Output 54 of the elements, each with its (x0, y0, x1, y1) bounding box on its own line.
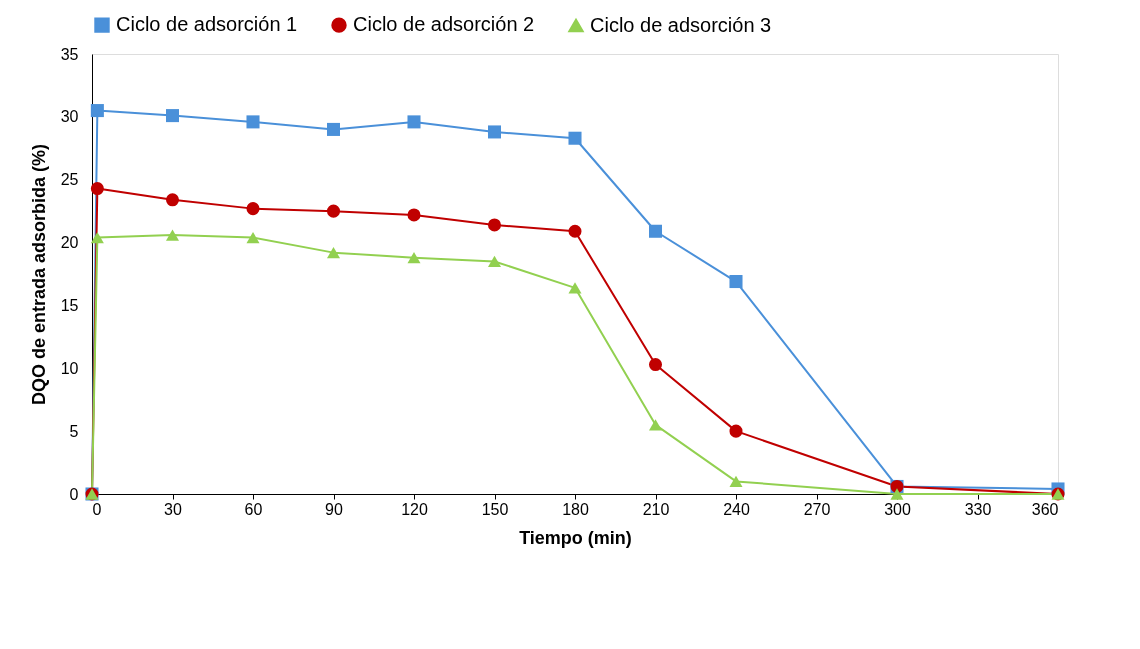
point (648, 358, 663, 372)
y-tick-label: 30 (60, 108, 79, 126)
x-tick-label: 0 (92, 500, 102, 518)
point (890, 488, 904, 500)
point (729, 275, 743, 289)
point (246, 115, 260, 129)
y-tick-label: 15 (60, 296, 79, 314)
y-tick-label: 25 (60, 171, 79, 189)
x-tick-label: 270 (803, 500, 831, 518)
point (729, 424, 743, 438)
y-tick-label: 35 (60, 45, 79, 63)
point (407, 115, 421, 129)
point (90, 182, 104, 196)
point (326, 246, 341, 259)
y-tick-label: 20 (60, 234, 79, 252)
x-tick-label: 360 (1031, 500, 1059, 518)
x-tick-label: 30 (164, 500, 182, 518)
y-axis-title: DQO de entrada adsorbida (%) (28, 143, 49, 406)
point (90, 231, 104, 244)
point (568, 131, 582, 145)
legend-label: Ciclo de adsorción 2 (353, 13, 535, 36)
x-tick-label: 180 (562, 500, 589, 518)
legend-label: Ciclo de adsorción 3 (590, 13, 772, 36)
y-tick-label: 0 (69, 485, 79, 503)
x-tick-label: 330 (964, 500, 992, 518)
point (407, 252, 421, 264)
point (648, 224, 663, 238)
x-axis-title: Tiempo (min) (519, 527, 632, 548)
y-tick-label: 5 (69, 422, 79, 440)
point (568, 224, 582, 238)
point (165, 229, 180, 241)
x-tick-label: 210 (642, 500, 670, 518)
point (729, 475, 743, 488)
point (90, 104, 104, 118)
x-tick-label: 90 (325, 500, 343, 518)
point (487, 125, 502, 139)
x-tick-label: 150 (481, 500, 509, 518)
x-tick-label: 60 (244, 500, 263, 518)
point (487, 218, 502, 232)
point (246, 231, 260, 244)
x-tick-label: 240 (723, 500, 750, 518)
point (246, 202, 260, 216)
point (648, 419, 663, 431)
point (165, 109, 180, 123)
point (326, 204, 341, 218)
y-tick-label: 10 (60, 359, 79, 377)
point (487, 255, 502, 268)
legend-label: Ciclo de adsorción 1 (116, 13, 298, 36)
point (165, 193, 180, 207)
point (326, 122, 341, 136)
point (407, 208, 421, 222)
point (568, 282, 582, 294)
x-tick-label: 300 (884, 500, 911, 518)
x-tick-label: 120 (401, 500, 428, 518)
